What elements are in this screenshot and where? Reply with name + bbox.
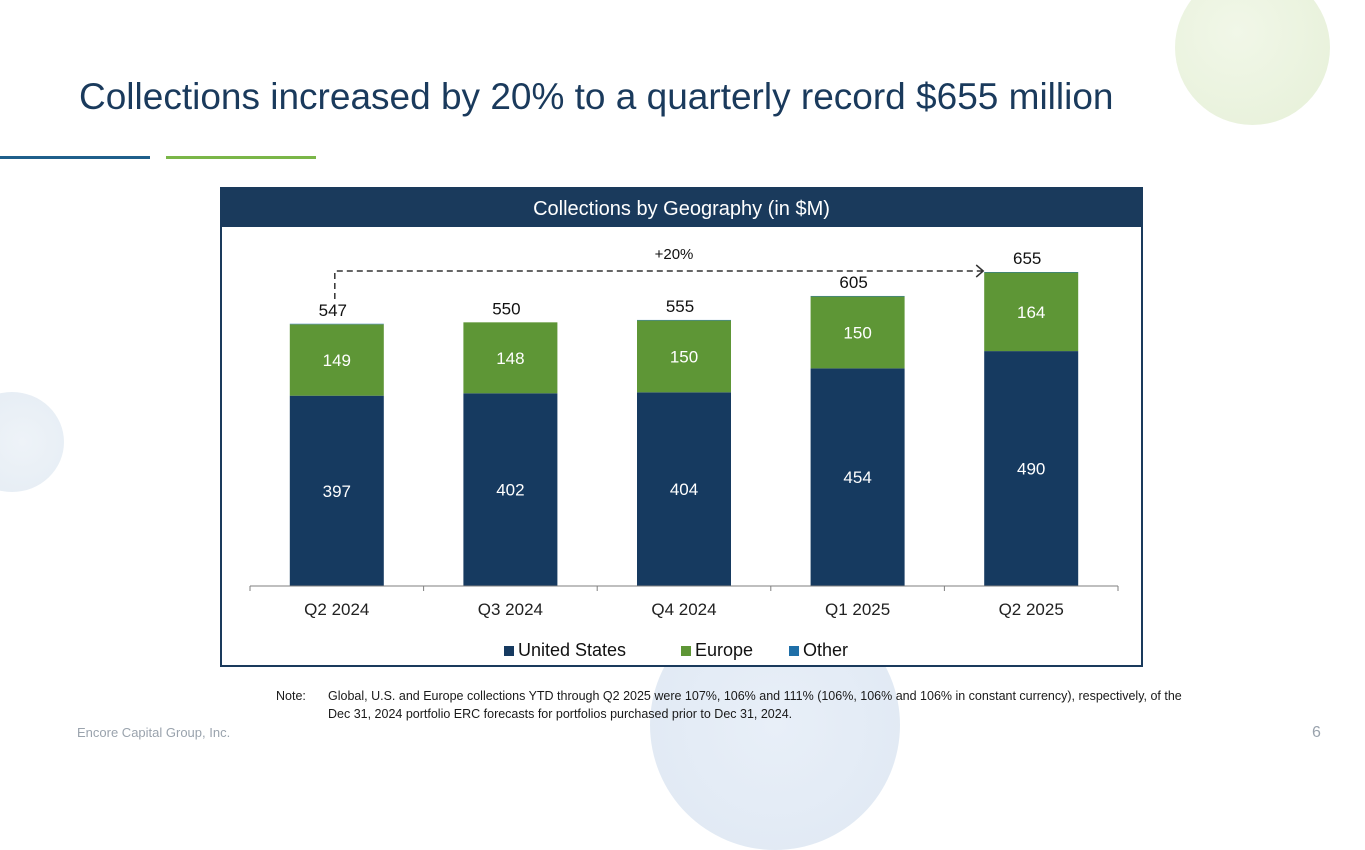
legend-label: Other — [803, 640, 848, 660]
legend-label: United States — [518, 640, 626, 660]
growth-arrow-line — [335, 271, 983, 299]
page-number: 6 — [1312, 724, 1321, 742]
data-label: 397 — [323, 482, 351, 501]
growth-annotation: +20% — [655, 246, 694, 263]
data-label: 148 — [496, 349, 524, 368]
legend-label: Europe — [695, 640, 753, 660]
decorative-circle-left — [0, 392, 64, 492]
total-label: 547 — [319, 301, 347, 320]
data-label: 490 — [1017, 460, 1045, 479]
data-label: 150 — [843, 323, 871, 342]
note-label: Note: — [276, 687, 306, 705]
page-title: Collections increased by 20% to a quarte… — [79, 76, 1113, 118]
total-label: 550 — [492, 299, 520, 318]
x-tick-label: Q2 2025 — [999, 600, 1064, 619]
data-label: 404 — [670, 480, 698, 499]
title-underline-green — [166, 156, 316, 159]
legend-swatch — [789, 646, 799, 656]
legend-swatch — [504, 646, 514, 656]
x-tick-label: Q1 2025 — [825, 600, 890, 619]
x-tick-label: Q4 2024 — [651, 600, 716, 619]
note-text: Global, U.S. and Europe collections YTD … — [328, 687, 1188, 723]
data-label: 402 — [496, 481, 524, 500]
data-label: 149 — [323, 351, 351, 370]
x-tick-label: Q2 2024 — [304, 600, 369, 619]
decorative-circle-top-right — [1175, 0, 1330, 125]
data-label: 150 — [670, 347, 698, 366]
total-label: 655 — [1013, 249, 1041, 268]
total-label: 605 — [839, 273, 867, 292]
stacked-bar-chart: 397 149 547 Q2 2024 402 148 550 Q3 2024 404 150 55… — [222, 189, 1141, 665]
legend-swatch — [681, 646, 691, 656]
total-label: 555 — [666, 297, 694, 316]
data-label: 454 — [843, 468, 871, 487]
x-tick-label: Q3 2024 — [478, 600, 543, 619]
data-label: 164 — [1017, 303, 1045, 322]
footer-company-name: Encore Capital Group, Inc. — [77, 725, 230, 740]
title-underline-blue — [0, 156, 150, 159]
